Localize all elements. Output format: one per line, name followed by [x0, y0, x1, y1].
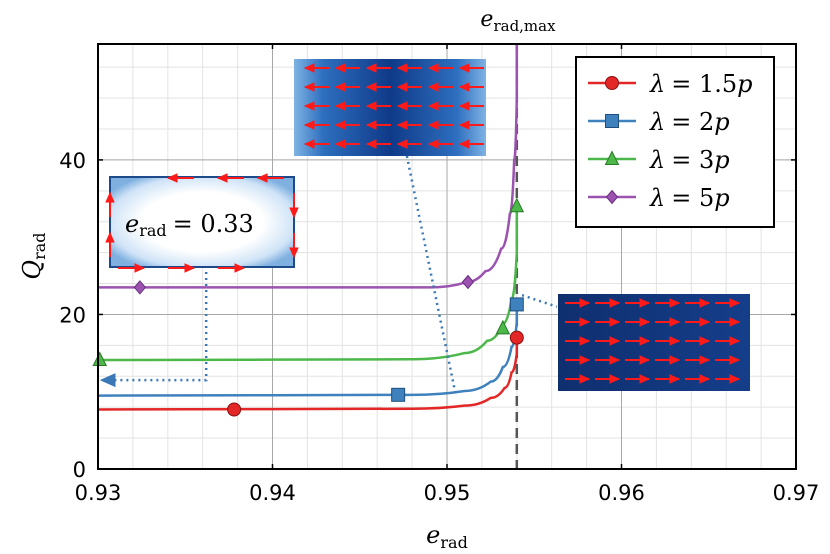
- x-tick-label: 0.95: [424, 481, 471, 505]
- legend-label-1: λ = 1.5p: [649, 70, 753, 98]
- inset-label: erad = 0.33: [125, 210, 254, 240]
- series-marker-3: [92, 351, 108, 367]
- series-line-3: [98, 206, 519, 362]
- inset-connector-2: [405, 155, 457, 396]
- legend-label-3: λ = 3p: [649, 146, 730, 174]
- inset-circulating-field: erad = 0.33: [105, 173, 299, 273]
- y-axis-label: Qrad: [18, 232, 49, 279]
- inset-connector-3: [521, 293, 558, 308]
- legend-label-2: λ = 2p: [649, 108, 730, 136]
- series-markers: [92, 197, 525, 417]
- axis-ticks: 0.93 0.94 0.95 0.96 0.97 0 20 40: [59, 44, 819, 505]
- x-tick-label: 0.96: [598, 481, 645, 505]
- x-tick-label: 0.94: [249, 481, 296, 505]
- legend: λ = 1.5p λ = 2p λ = 3p λ = 5p: [575, 56, 775, 228]
- series-marker-4: [133, 280, 147, 295]
- series-marker-3: [509, 197, 525, 213]
- x-axis-label: erad: [426, 521, 468, 552]
- y-tick-label: 20: [59, 303, 86, 327]
- legend-marker-1: [605, 76, 619, 90]
- series-marker-2: [391, 387, 406, 402]
- series-marker-1: [509, 330, 524, 345]
- y-tick-label: 40: [59, 149, 86, 173]
- inset-right-field: [558, 294, 750, 391]
- legend-label-4: λ = 5p: [649, 184, 730, 212]
- series-line-4: [98, 44, 519, 289]
- inset-connectors: [99, 155, 558, 396]
- inset-circulating-arrows: [105, 173, 299, 273]
- inset-left-field: [294, 59, 486, 156]
- inset-left-arrows: [303, 63, 484, 149]
- series-marker-1: [227, 402, 242, 417]
- legend-marker-2: [605, 114, 619, 128]
- series-marker-3: [495, 319, 511, 335]
- inset-connector-1: [99, 271, 208, 388]
- series-marker-2: [509, 297, 524, 312]
- x-tick-label: 0.93: [75, 481, 122, 505]
- legend-marker-4: [605, 189, 619, 205]
- series-marker-4: [461, 274, 475, 290]
- y-tick-label: 0: [73, 458, 86, 482]
- legend-marker-3: [604, 150, 620, 165]
- series-line-1: [98, 337, 519, 411]
- x-tick-label: 0.97: [773, 481, 820, 505]
- inset-right-arrows: [565, 298, 741, 384]
- vline-label: erad,max: [480, 7, 556, 35]
